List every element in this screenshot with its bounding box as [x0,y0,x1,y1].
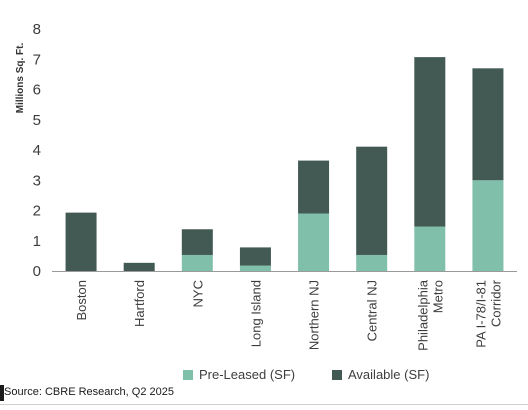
bar-available [239,247,271,266]
bar-pre-leased [298,213,330,271]
legend-label-pre-leased: Pre-Leased (SF) [199,367,296,382]
bar-available [181,229,213,255]
footer-divider [0,404,528,405]
y-tick-label: 6 [33,82,41,99]
x-category-label: NYC [190,280,205,307]
source-note: Source: CBRE Research, Q2 2025 [4,386,174,398]
y-axis-label: Millions Sq. Ft. [15,43,26,114]
source-marker [0,385,4,401]
x-category-label: PhiladelphiaMetro [415,279,445,351]
bar-available [356,146,388,255]
bar-available [123,262,155,271]
x-category-label: Boston [74,280,89,320]
bar-available [414,57,446,227]
y-ticks: 0 1 2 3 4 5 6 7 8 [33,21,41,280]
legend: Pre-Leased (SF) Available (SF) [0,367,528,385]
bar-pre-leased [414,226,446,271]
y-tick-label: 2 [33,203,41,220]
x-category-label: Northern NJ [307,280,322,350]
category-labels: Boston Hartford NYC Long Island Northern NJ C… [74,279,503,351]
bar-pre-leased [472,180,504,271]
legend-label-available: Available (SF) [348,367,430,382]
legend-item-pre-leased: Pre-Leased (SF) [183,367,295,382]
bar-available [65,212,97,271]
x-category-label: Hartford [132,280,147,327]
x-category-label: Long Island [248,280,263,347]
bar-pre-leased [181,254,213,271]
legend-swatch-available [332,369,342,380]
bars [65,57,504,271]
bar-pre-leased [356,254,388,271]
y-tick-label: 1 [33,233,41,250]
y-tick-label: 4 [33,142,41,159]
legend-swatch-pre-leased [183,369,193,380]
bar-available [472,68,504,181]
bar-available [298,160,330,214]
y-axis-label-group: Millions Sq. Ft. [15,43,26,114]
legend-item-available: Available (SF) [332,367,429,382]
x-category-label: PA I-78/I-81Corridor [473,279,503,347]
y-tick-label: 3 [33,172,41,189]
y-tick-label: 5 [33,112,41,129]
y-tick-label: 8 [33,21,41,38]
bar-pre-leased [239,265,271,271]
y-tick-label: 0 [33,263,41,280]
y-tick-label: 7 [33,51,41,68]
x-category-label: Central NJ [365,280,380,341]
